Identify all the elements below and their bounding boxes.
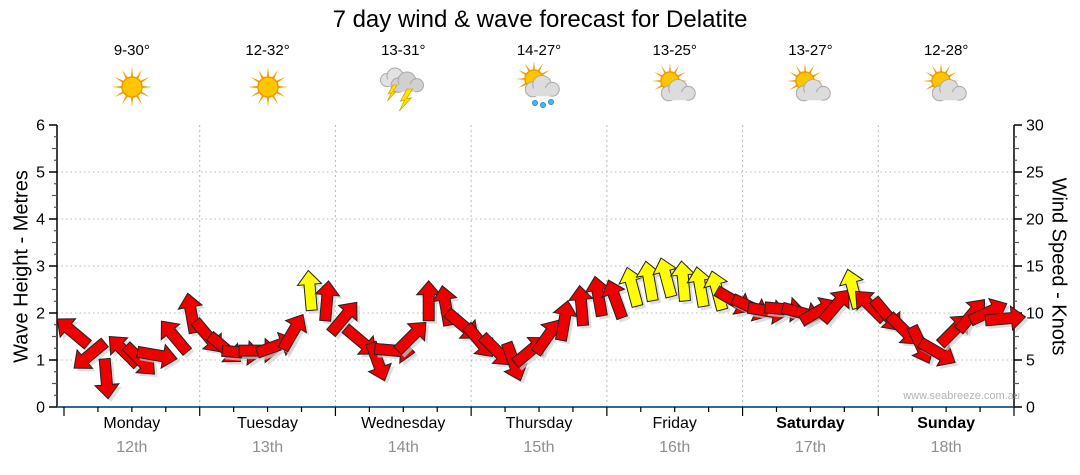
day-label-friday: Friday xyxy=(652,415,697,432)
left-axis-tick-label: 3 xyxy=(36,259,45,276)
right-axis-tick-label: 15 xyxy=(1026,259,1044,276)
temp-range-label: 14-27° xyxy=(516,42,562,59)
weather-icon-storm xyxy=(377,61,429,113)
wind-arrow xyxy=(136,343,180,372)
day-header-wednesday: 13-31° xyxy=(335,42,471,113)
right-axis-tick-label: 25 xyxy=(1026,165,1044,182)
day-header-friday: 13-25° xyxy=(607,42,743,113)
wind-arrow xyxy=(669,260,698,305)
weather-icon-partly-cloudy xyxy=(649,61,701,113)
wind-arrow xyxy=(277,313,310,355)
day-label-tuesday: Tuesday xyxy=(237,415,298,432)
temp-range-label: 13-25° xyxy=(652,42,697,59)
day-header-thursday: 14-27° xyxy=(471,42,607,113)
watermark: www.seabreeze.com.au xyxy=(903,390,1020,402)
left-axis-tick-label: 4 xyxy=(36,212,45,229)
wind-arrow xyxy=(326,301,360,340)
right-axis-tick-label: 20 xyxy=(1026,212,1044,229)
weather-icon-partly-cloudy xyxy=(920,61,972,113)
day-header-tuesday: 12-32° xyxy=(200,42,336,113)
day-label-sunday: Sunday xyxy=(917,415,976,432)
temp-range-label: 13-27° xyxy=(788,42,833,59)
day-header-sunday: 12-28° xyxy=(878,42,1014,113)
weather-icon-sunny xyxy=(106,61,158,113)
left-axis-tick-label: 5 xyxy=(36,165,45,182)
temp-range-label: 12-28° xyxy=(923,42,969,59)
day-label-thursday: Thursday xyxy=(505,415,573,432)
right-axis-tick-label: 5 xyxy=(1026,353,1035,370)
wind-arrow xyxy=(296,269,325,314)
left-axis-tick-label: 2 xyxy=(36,306,45,323)
left-axis-tick-label: 1 xyxy=(36,353,45,370)
weather-icon-sunny xyxy=(242,61,294,113)
wind-arrow xyxy=(984,305,1029,334)
day-header-monday: 9-30° xyxy=(64,42,200,113)
day-label-wednesday: Wednesday xyxy=(361,415,446,432)
wind-arrow xyxy=(567,284,596,329)
wind-arrow xyxy=(818,289,852,328)
weather-icon-partly-cloudy xyxy=(784,61,836,113)
right-axis-label: Wind Speed - Knots xyxy=(1047,177,1070,356)
date-label: 18th xyxy=(930,439,962,456)
temp-range-label: 9-30° xyxy=(113,42,150,59)
right-axis-tick-label: 0 xyxy=(1026,400,1035,417)
left-axis-tick-label: 0 xyxy=(36,400,45,417)
right-axis-tick-label: 10 xyxy=(1026,306,1044,323)
wind-arrow xyxy=(160,320,195,359)
wind-arrow xyxy=(601,279,631,323)
page-title: 7 day wind & wave forecast for Delatite xyxy=(332,6,748,33)
wind-arrow xyxy=(93,357,122,402)
weather-icon-showers xyxy=(513,61,565,113)
date-label: 16th xyxy=(659,439,691,456)
day-label-saturday: Saturday xyxy=(776,415,845,432)
right-axis-tick-label: 30 xyxy=(1026,118,1044,135)
temp-range-label: 13-31° xyxy=(381,42,426,59)
wind-arrow xyxy=(393,321,429,358)
date-label: 15th xyxy=(523,439,555,456)
date-label: 13th xyxy=(251,439,284,456)
wind-arrow xyxy=(56,318,95,352)
day-header-saturday: 13-27° xyxy=(742,42,878,113)
temp-range-label: 12-32° xyxy=(245,42,290,59)
date-label: 17th xyxy=(794,439,826,456)
left-axis-tick-label: 6 xyxy=(36,118,45,135)
wind-arrow xyxy=(314,280,343,325)
wind-arrow xyxy=(552,300,581,345)
day-label-monday: Monday xyxy=(103,415,161,432)
date-label: 14th xyxy=(387,439,419,456)
wind-arrow xyxy=(73,337,112,372)
date-label: 12th xyxy=(116,439,148,456)
left-axis-label: Wave Height - Metres xyxy=(10,170,33,363)
